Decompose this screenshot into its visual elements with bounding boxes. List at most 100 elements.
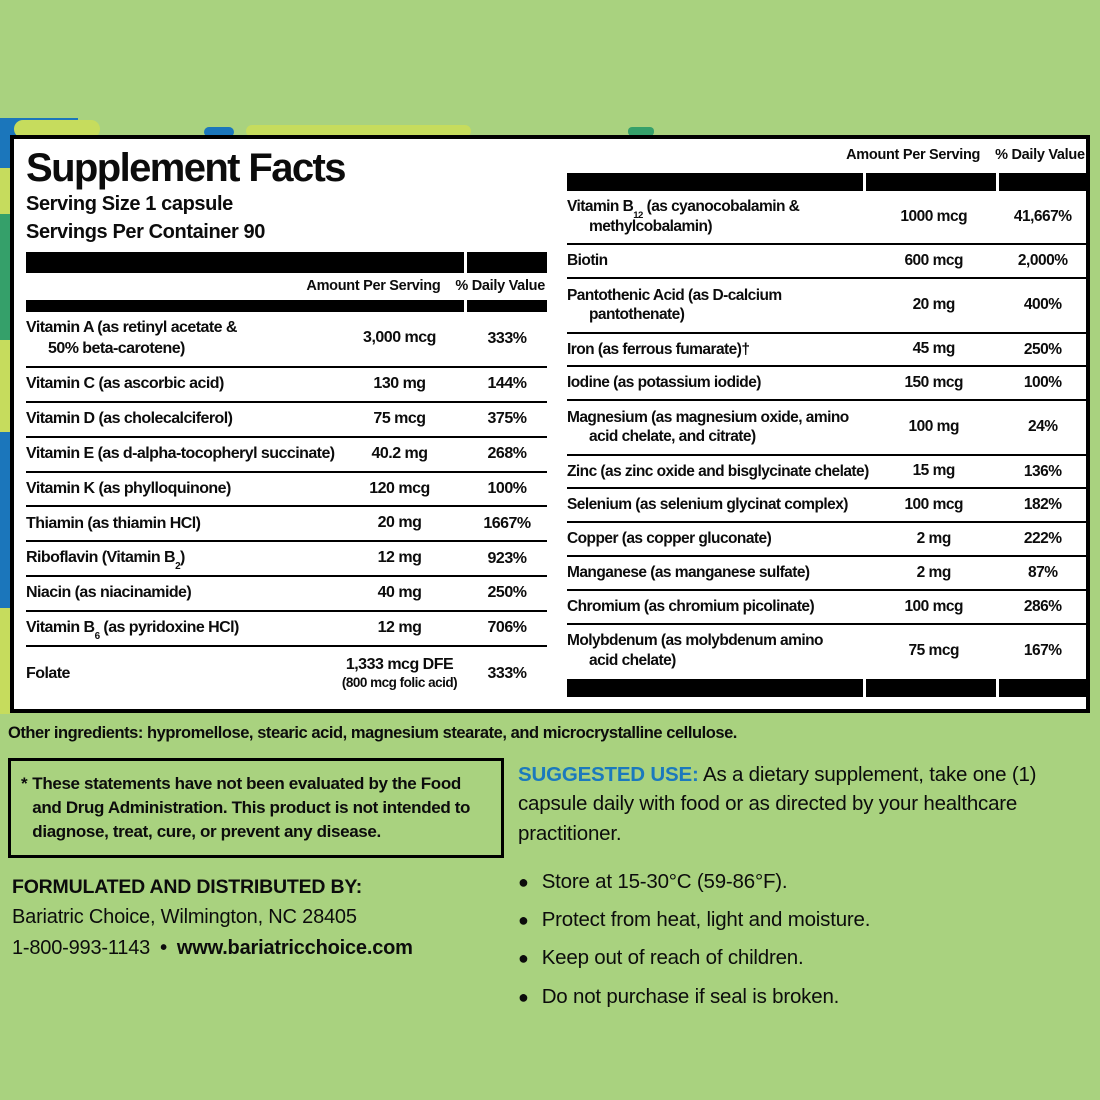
table-row: Chromium (as chromium picolinate) 100 mcg… xyxy=(567,588,1087,623)
fda-disclaimer-box: * These statements have not been evaluat… xyxy=(8,758,504,859)
nutrient-label: Magnesium (as magnesium oxide, amino acid… xyxy=(567,408,849,446)
nutrient-label: Vitamin A (as retinyl acetate & 50% beta-… xyxy=(26,319,237,357)
daily-value: 87% xyxy=(1027,563,1058,581)
amount-per-serving: 20 mg xyxy=(377,514,422,532)
daily-value: 100% xyxy=(1023,374,1062,392)
separator-bar xyxy=(26,299,547,312)
daily-value: 144% xyxy=(487,375,527,393)
decor-teal-sliver xyxy=(628,127,654,136)
bullet-separator: • xyxy=(160,937,167,959)
amount-per-serving: 1000 mcg xyxy=(900,208,968,226)
table-row: Manganese (as manganese sulfate) 2 mg 87% xyxy=(567,555,1087,589)
daily-value: 1667% xyxy=(483,514,531,532)
nutrient-label: Vitamin B12 (as cyanocobalamin & methylco… xyxy=(567,198,800,236)
website-url: www.bariatricchoice.com xyxy=(176,937,413,959)
nutrient-label: Zinc (as zinc oxide and bisglycinate che… xyxy=(567,462,869,480)
amount-per-serving: 600 mcg xyxy=(904,252,963,270)
amount-per-serving: 75 mcg xyxy=(908,641,960,659)
table-row: Folate 1,333 mcg DFE (800 mcg folic acid) 3… xyxy=(26,644,547,701)
daily-value: 136% xyxy=(1023,462,1062,480)
serving-size: Serving Size 1 capsule xyxy=(26,193,233,215)
amount-per-serving: 100 mcg xyxy=(904,597,963,615)
nutrient-label: Vitamin B6 (as pyridoxine HCl) xyxy=(26,619,239,642)
table-row: Iron (as ferrous fumarate)† 45 mg 250% xyxy=(567,331,1087,366)
table-row: Pantothenic Acid (as D-calcium pantothena… xyxy=(567,277,1087,331)
storage-instruction-text: Keep out of reach of children. xyxy=(541,946,804,970)
amount-per-serving: 75 mcg xyxy=(373,409,426,427)
daily-value: 222% xyxy=(1023,530,1062,548)
table-row: Copper (as copper gluconate) 2 mg 222% xyxy=(567,521,1087,555)
storage-instruction-item: ● Protect from heat, light and moisture. xyxy=(518,908,1096,933)
amount-per-serving: 120 mcg xyxy=(369,479,430,497)
daily-value: 333% xyxy=(487,329,527,347)
nutrient-label: Vitamin C (as ascorbic acid) xyxy=(26,375,224,393)
daily-value: 24% xyxy=(1027,418,1058,436)
amount-per-serving: 12 mg xyxy=(377,618,422,636)
table-row: Vitamin D (as cholecalciferol) 75 mcg 375% xyxy=(26,400,547,436)
separator-bar xyxy=(26,251,547,273)
decor-edge-yellow-2 xyxy=(0,608,10,714)
amount-per-serving: 15 mg xyxy=(912,462,956,480)
amount-per-serving: 100 mg xyxy=(908,418,960,436)
daily-value: 2,000% xyxy=(1017,252,1068,270)
nutrient-label: Selenium (as selenium glycinat complex) xyxy=(567,496,848,514)
decor-edge-blue xyxy=(0,432,10,608)
table-row: Vitamin E (as d-alpha-tocopheryl succina… xyxy=(26,435,547,471)
servings-per-container: Servings Per Container 90 xyxy=(26,221,265,244)
supplement-facts-panel: Supplement Facts Serving Size 1 capsule … xyxy=(10,135,1090,713)
amount-per-serving: 20 mg xyxy=(912,296,956,314)
daily-value: 706% xyxy=(487,619,527,637)
distributor-contact: 1-800-993-1143 • www.bariatricchoice.com xyxy=(12,937,413,960)
daily-value-header: % Daily Value xyxy=(995,147,1085,163)
amount-per-serving: 2 mg xyxy=(916,530,952,547)
distributor-block: FORMULATED AND DISTRIBUTED BY: Bariatric… xyxy=(12,876,413,960)
nutrient-label: Copper (as copper gluconate) xyxy=(567,530,772,548)
nutrient-label: Biotin xyxy=(567,252,608,270)
decor-yellow-patch xyxy=(14,120,100,138)
table-row: Zinc (as zinc oxide and bisglycinate che… xyxy=(567,453,1087,488)
table-row: Selenium (as selenium glycinat complex) 1… xyxy=(567,487,1087,521)
amount-per-serving: 2 mg xyxy=(916,563,952,581)
table-row: Iodine (as potassium iodide) 150 mcg 100% xyxy=(567,365,1087,399)
table-row: Vitamin B6 (as pyridoxine HCl) 12 mg 706% xyxy=(26,609,547,645)
decor-edge-teal xyxy=(0,214,10,340)
nutrient-label: Thiamin (as thiamin HCl) xyxy=(26,514,201,532)
decor-yellow-band xyxy=(246,125,471,137)
nutrient-label: Chromium (as chromium picolinate) xyxy=(567,597,815,615)
bullet-icon: ● xyxy=(518,948,529,969)
disclaimer-asterisk: * xyxy=(21,774,28,793)
storage-instruction-text: Protect from heat, light and moisture. xyxy=(541,908,871,932)
daily-value: 100% xyxy=(487,479,527,497)
decor-blue-sliver xyxy=(204,127,234,137)
distributor-address: Bariatric Choice, Wilmington, NC 28405 xyxy=(12,906,357,928)
panel-title: Supplement Facts xyxy=(26,146,347,190)
bullet-icon: ● xyxy=(518,871,529,892)
daily-value: 250% xyxy=(1023,340,1062,358)
amount-per-serving: 1,333 mcg DFE (800 mcg folic acid) xyxy=(341,656,458,691)
daily-value: 400% xyxy=(1023,296,1062,314)
table-row: Biotin 600 mcg 2,000% xyxy=(567,243,1087,277)
table-row: Magnesium (as magnesium oxide, amino acid… xyxy=(567,399,1087,453)
nutrient-label: Vitamin D (as cholecalciferol) xyxy=(26,410,233,428)
daily-value: 167% xyxy=(1023,641,1062,659)
table-row: Vitamin C (as ascorbic acid) 130 mg 144% xyxy=(26,366,547,401)
bullet-icon: ● xyxy=(518,986,529,1007)
table-row: Vitamin A (as retinyl acetate & 50% beta-… xyxy=(26,312,547,366)
amount-header: Amount Per Serving xyxy=(846,147,981,163)
right-nutrient-rows: Vitamin B12 (as cyanocobalamin & methylco… xyxy=(567,191,1087,677)
daily-value: 923% xyxy=(487,549,527,567)
table-row: Thiamin (as thiamin HCl) 20 mg 1667% xyxy=(26,505,547,540)
facts-left-column: Supplement Facts Serving Size 1 capsule … xyxy=(14,139,557,709)
daily-value: 375% xyxy=(487,410,527,428)
table-row: Vitamin K (as phylloquinone) 120 mcg 100% xyxy=(26,470,547,506)
table-row: Niacin (as niacinamide) 40 mg 250% xyxy=(26,575,547,610)
nutrient-label: Pantothenic Acid (as D-calcium pantothena… xyxy=(567,286,782,324)
amount-per-serving: 130 mg xyxy=(373,375,426,393)
daily-value: 250% xyxy=(487,584,527,602)
daily-value: 286% xyxy=(1023,597,1062,615)
phone-number: 1-800-993-1143 xyxy=(12,937,151,959)
nutrient-label: Manganese (as manganese sulfate) xyxy=(567,564,810,582)
suggested-use-block: SUGGESTED USE: As a dietary supplement, … xyxy=(518,760,1096,1023)
table-row: Riboflavin (Vitamin B2) 12 mg 923% xyxy=(26,540,547,575)
